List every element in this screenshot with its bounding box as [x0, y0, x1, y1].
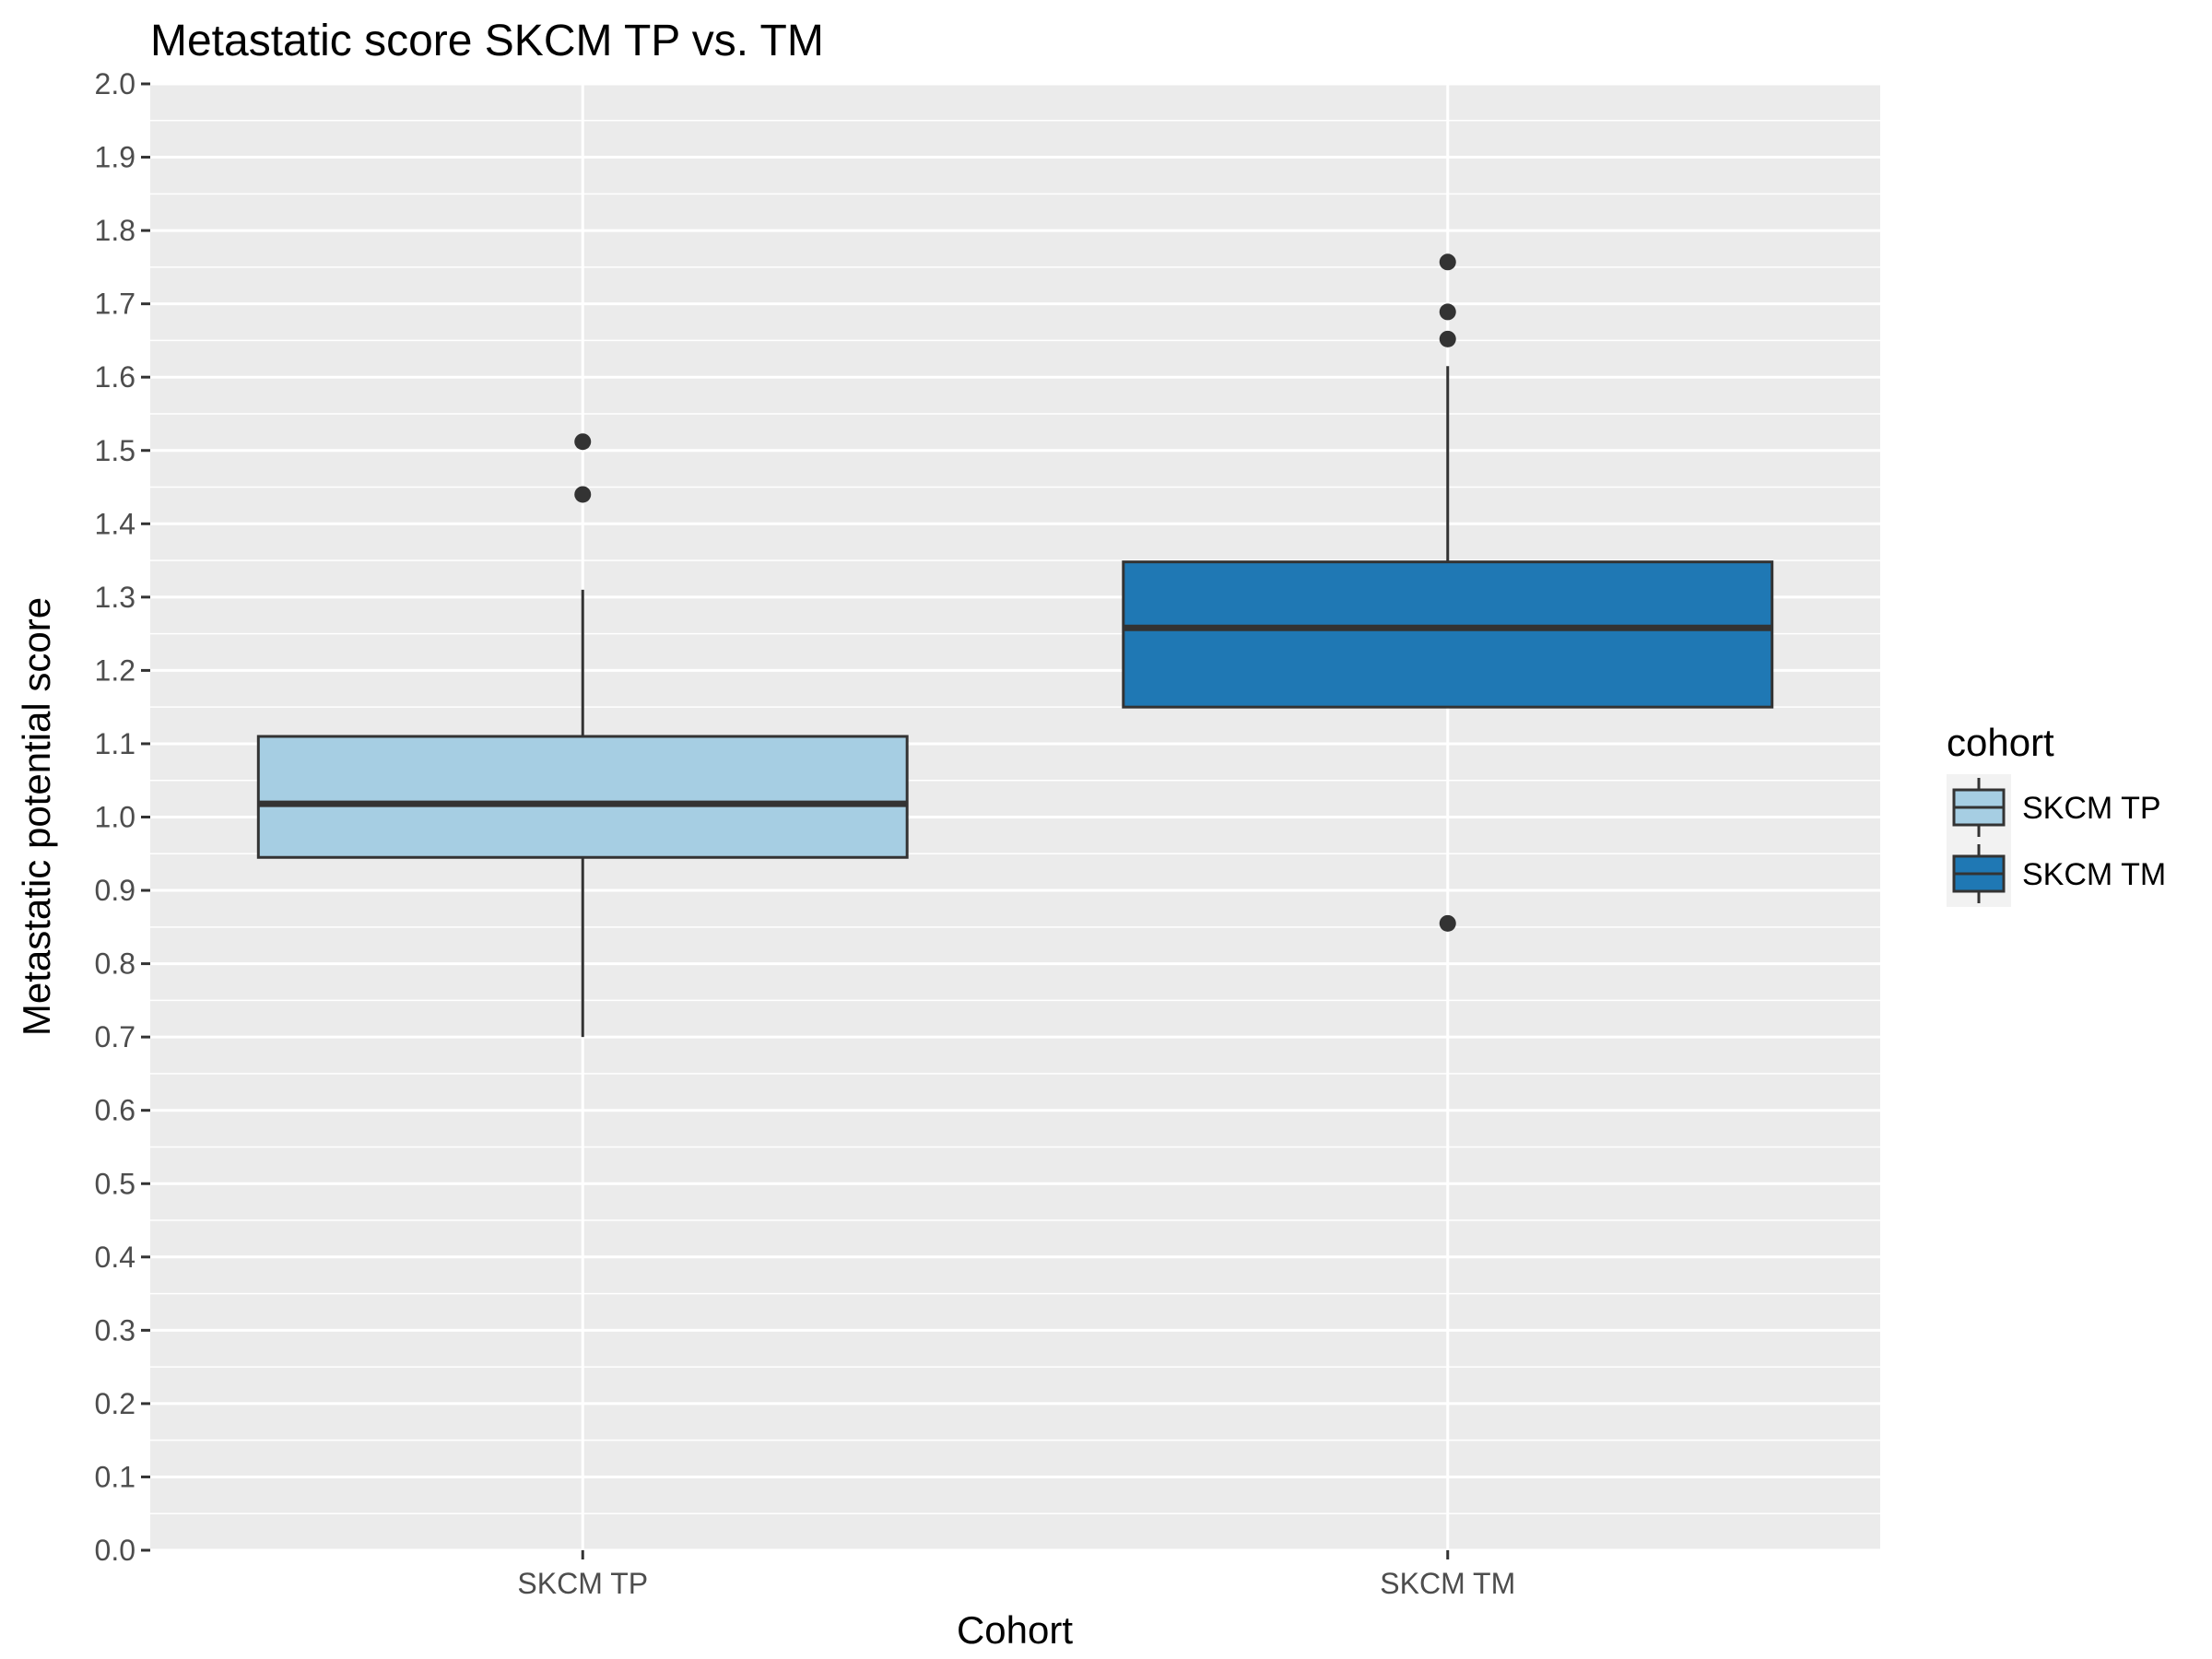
- y-tick-label: 1.0: [95, 801, 135, 834]
- y-tick-label: 0.2: [95, 1387, 135, 1420]
- x-axis-title: Cohort: [957, 1608, 1073, 1652]
- outlier-point: [574, 433, 592, 451]
- box-skcm-tm: [1122, 253, 1774, 932]
- y-tick-label: 0.9: [95, 874, 135, 907]
- y-tick-label: 1.7: [95, 288, 135, 321]
- legend-item-skcm-tm: SKCM TM: [1947, 841, 2166, 907]
- outlier-point: [1439, 253, 1456, 271]
- y-tick-label: 0.0: [95, 1534, 135, 1567]
- y-tick-label: 1.5: [95, 434, 135, 467]
- y-tick-label: 0.4: [95, 1241, 135, 1274]
- y-tick-label: 1.4: [95, 507, 135, 540]
- y-tick-label: 0.5: [95, 1167, 135, 1200]
- outlier-point: [1439, 914, 1456, 932]
- outlier-point: [574, 486, 592, 503]
- y-tick-label: 1.6: [95, 360, 135, 394]
- box-iqr: [1122, 560, 1774, 709]
- y-tick-label: 1.2: [95, 653, 135, 687]
- x-tick-label: SKCM TM: [1380, 1567, 1515, 1600]
- y-tick-label: 1.8: [95, 214, 135, 247]
- legend: cohort SKCM TP SKCM TM: [1947, 721, 2166, 907]
- outlier-point: [1439, 303, 1456, 321]
- y-tick-label: 1.1: [95, 727, 135, 760]
- box-skcm-tp: [256, 433, 909, 1038]
- box-plots: [256, 253, 1774, 1038]
- y-tick-label: 0.1: [95, 1460, 135, 1493]
- legend-item-skcm-tp: SKCM TP: [1947, 774, 2161, 841]
- x-tick-label: SKCM TP: [517, 1567, 648, 1600]
- y-axis: 0.0 0.1 0.2 0.3 0.4 0.5 0.6 0.7 0.8 0.9 1.0 1.1 1.2 1…: [95, 67, 150, 1567]
- y-tick-label: 2.0: [95, 67, 135, 100]
- chart-title: Metastatic score SKCM TP vs. TM: [150, 17, 824, 65]
- outlier-point: [1439, 330, 1456, 347]
- legend-title: cohort: [1947, 721, 2054, 764]
- y-tick-label: 0.7: [95, 1020, 135, 1053]
- grid-lines: [150, 82, 1880, 1552]
- y-tick-label: 0.8: [95, 947, 135, 981]
- y-tick-label: 0.6: [95, 1094, 135, 1127]
- x-axis: SKCM TP SKCM TM: [517, 1550, 1515, 1600]
- box-iqr: [256, 735, 909, 859]
- y-tick-label: 0.3: [95, 1313, 135, 1347]
- legend-label: SKCM TM: [2022, 857, 2166, 892]
- y-axis-title: Metastatic potential score: [15, 597, 58, 1036]
- y-tick-label: 1.9: [95, 141, 135, 174]
- legend-label: SKCM TP: [2022, 791, 2161, 826]
- y-tick-label: 1.3: [95, 581, 135, 614]
